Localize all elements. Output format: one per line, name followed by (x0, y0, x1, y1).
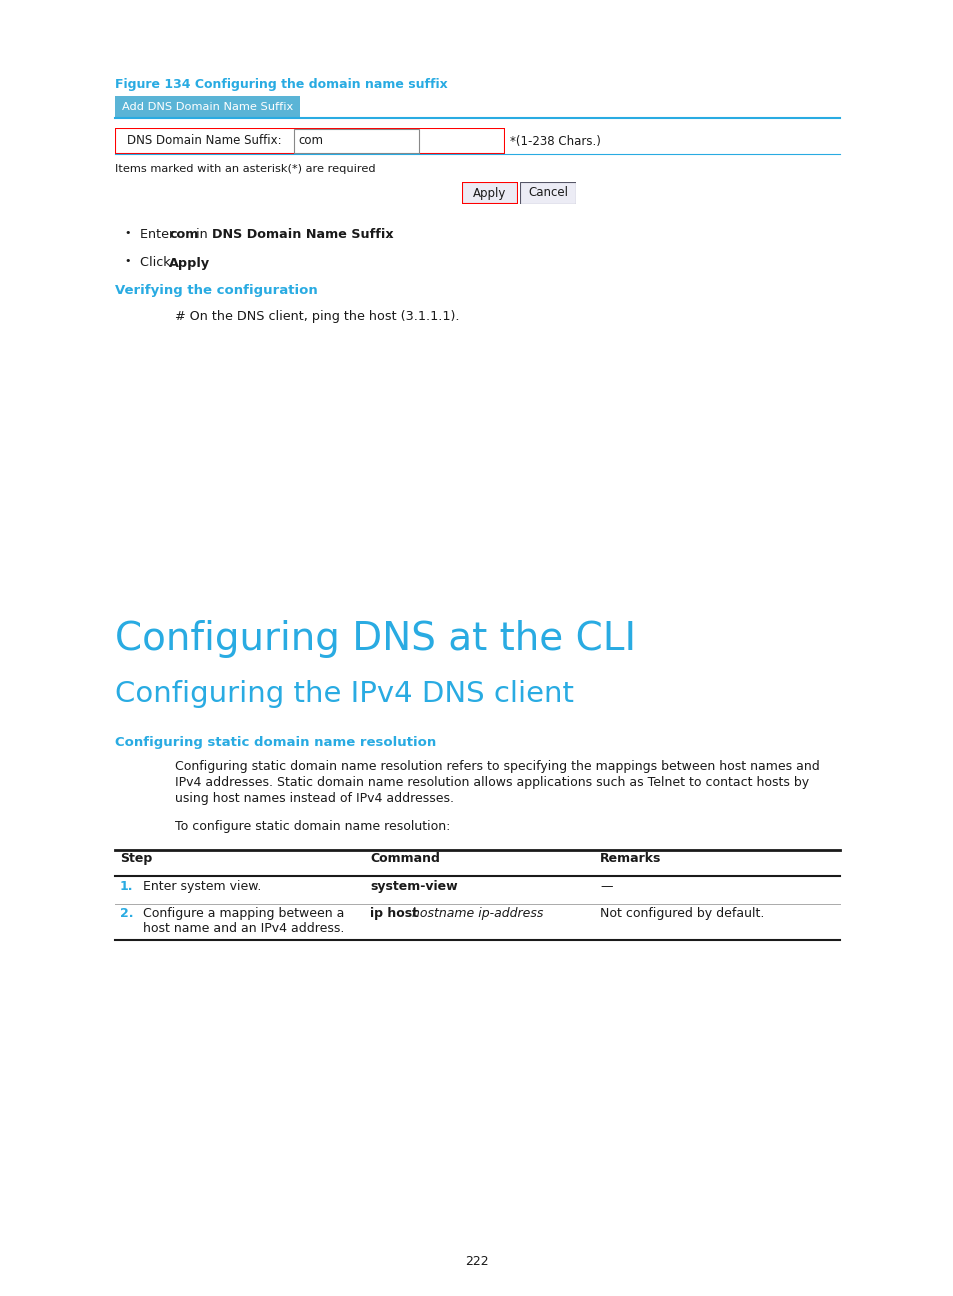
Text: Figure 134 Configuring the domain name suffix: Figure 134 Configuring the domain name s… (115, 78, 447, 91)
Text: Configuring DNS at the CLI: Configuring DNS at the CLI (115, 619, 636, 658)
Text: IPv4 addresses. Static domain name resolution allows applications such as Telnet: IPv4 addresses. Static domain name resol… (174, 776, 808, 789)
Text: 222: 222 (465, 1255, 488, 1267)
Text: Cancel: Cancel (527, 187, 567, 200)
Text: Apply: Apply (473, 187, 506, 200)
Text: .: . (388, 228, 392, 241)
Text: hostname ip-address: hostname ip-address (412, 907, 543, 920)
Text: Remarks: Remarks (599, 851, 660, 864)
Text: Apply: Apply (169, 257, 210, 270)
Text: Configuring static domain name resolution refers to specifying the mappings betw: Configuring static domain name resolutio… (174, 759, 819, 772)
Text: Configuring the IPv4 DNS client: Configuring the IPv4 DNS client (115, 680, 574, 708)
FancyBboxPatch shape (106, 95, 309, 119)
Text: DNS Domain Name Suffix: DNS Domain Name Suffix (212, 228, 394, 241)
Text: •: • (125, 228, 132, 238)
Text: •: • (125, 257, 132, 266)
Text: host name and an IPv4 address.: host name and an IPv4 address. (143, 921, 344, 934)
Text: Verifying the configuration: Verifying the configuration (115, 284, 317, 297)
Text: in: in (192, 228, 212, 241)
Text: Step: Step (120, 851, 152, 864)
Text: com: com (170, 228, 199, 241)
Text: Add DNS Domain Name Suffix: Add DNS Domain Name Suffix (122, 102, 293, 111)
Text: 1.: 1. (120, 880, 133, 893)
Text: Command: Command (370, 851, 439, 864)
Text: *(1-238 Chars.): *(1-238 Chars.) (510, 135, 600, 148)
Text: —: — (599, 880, 612, 893)
Text: Click: Click (140, 257, 174, 270)
Text: ip host: ip host (370, 907, 422, 920)
Text: Configure a mapping between a: Configure a mapping between a (143, 907, 344, 920)
Text: .: . (203, 257, 207, 270)
Text: To configure static domain name resolution:: To configure static domain name resoluti… (174, 820, 450, 833)
Text: Enter system view.: Enter system view. (143, 880, 261, 893)
Bar (294, 130, 418, 153)
Text: Items marked with an asterisk(*) are required: Items marked with an asterisk(*) are req… (115, 165, 375, 174)
Text: com: com (298, 135, 323, 148)
Text: 2.: 2. (120, 907, 133, 920)
Text: Configuring static domain name resolution: Configuring static domain name resolutio… (115, 736, 436, 749)
Text: system-view: system-view (370, 880, 457, 893)
Text: Not configured by default.: Not configured by default. (599, 907, 763, 920)
Text: Enter: Enter (140, 228, 178, 241)
Text: using host names instead of IPv4 addresses.: using host names instead of IPv4 address… (174, 792, 454, 805)
Text: DNS Domain Name Suffix:: DNS Domain Name Suffix: (127, 135, 281, 148)
Text: # On the DNS client, ping the host (3.1.1.1).: # On the DNS client, ping the host (3.1.… (174, 310, 459, 323)
